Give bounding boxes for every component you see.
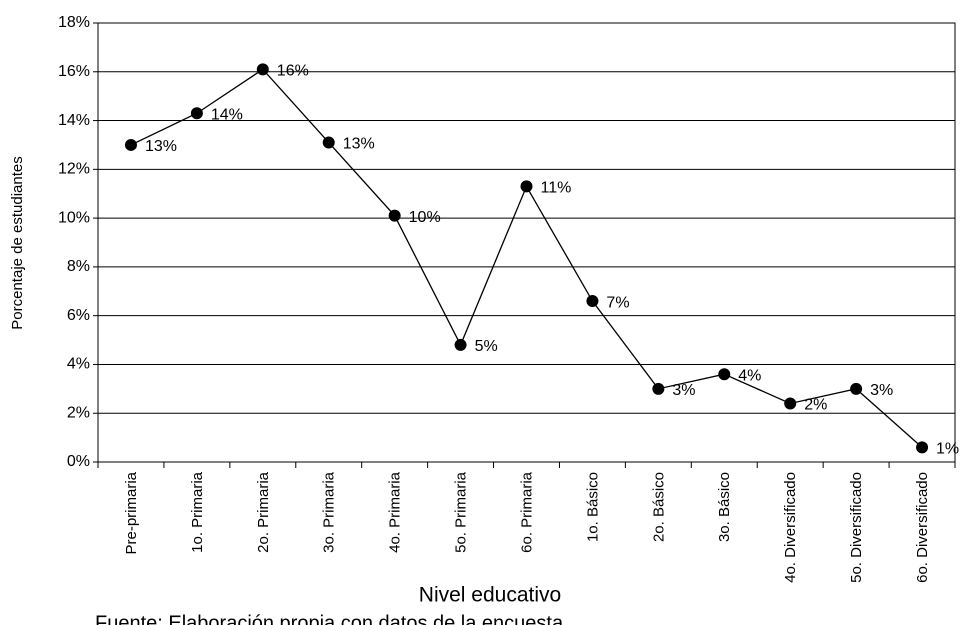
data-point: [520, 180, 533, 193]
y-axis-label: Porcentaje de estudiantes: [9, 156, 26, 329]
data-point: [454, 338, 467, 351]
source-note: Fuente: Elaboración propia con datos de …: [95, 612, 564, 625]
data-point: [652, 382, 665, 395]
x-tick-label: 5o. Diversificado: [848, 472, 865, 583]
data-label: 5%: [475, 338, 498, 355]
data-point: [916, 441, 929, 454]
data-line: [130, 68, 923, 448]
data-label: 3%: [672, 382, 695, 399]
data-label: 4%: [738, 367, 761, 384]
y-tick-label: 12%: [58, 161, 90, 178]
data-label: 14%: [211, 106, 243, 123]
data-point: [718, 368, 731, 381]
data-point: [190, 107, 203, 120]
y-tick-label: 2%: [67, 404, 90, 421]
x-tick-label: 4o. Primaria: [387, 471, 404, 553]
data-point: [850, 382, 863, 395]
data-point: [586, 295, 599, 308]
y-tick-label: 16%: [58, 63, 90, 80]
data-point: [124, 138, 137, 151]
data-label: 10%: [409, 209, 441, 226]
data-label: 11%: [541, 180, 572, 197]
y-tick-label: 18%: [58, 14, 90, 31]
x-tick-label: Pre-primaria: [123, 471, 140, 554]
data-label: 3%: [870, 382, 893, 399]
data-point: [784, 397, 797, 410]
x-tick-label: 6o. Primaria: [518, 471, 535, 553]
y-tick-label: 8%: [67, 258, 90, 275]
y-tick-label: 0%: [67, 453, 90, 470]
data-point: [322, 136, 335, 149]
x-tick-label: 4o. Diversificado: [782, 472, 799, 583]
x-tick-label: 1o. Primaria: [189, 471, 206, 553]
data-label: 16%: [277, 63, 309, 80]
plot-frame: [97, 22, 956, 463]
x-tick-label: 2o. Básico: [650, 472, 667, 542]
x-tick-label: 6o. Diversificado: [914, 472, 931, 583]
x-tick-label: 3o. Primaria: [321, 471, 338, 553]
data-label: 13%: [343, 136, 375, 153]
x-tick-label: 1o. Básico: [584, 472, 601, 542]
x-axis-label: Nivel educativo: [419, 584, 561, 607]
y-tick-label: 10%: [58, 209, 90, 226]
x-tick-label: 5o. Primaria: [453, 471, 470, 553]
x-tick-label: 2o. Primaria: [255, 471, 272, 553]
data-label: 1%: [936, 441, 959, 458]
y-tick-label: 4%: [67, 356, 90, 373]
x-tick-label: 3o. Básico: [716, 472, 733, 542]
y-tick-label: 14%: [58, 112, 90, 129]
y-tick-label: 6%: [67, 307, 90, 324]
data-point: [388, 209, 401, 222]
data-label: 7%: [606, 294, 629, 311]
data-point: [256, 63, 269, 76]
data-label: 2%: [804, 397, 827, 414]
data-label: 13%: [145, 138, 177, 155]
